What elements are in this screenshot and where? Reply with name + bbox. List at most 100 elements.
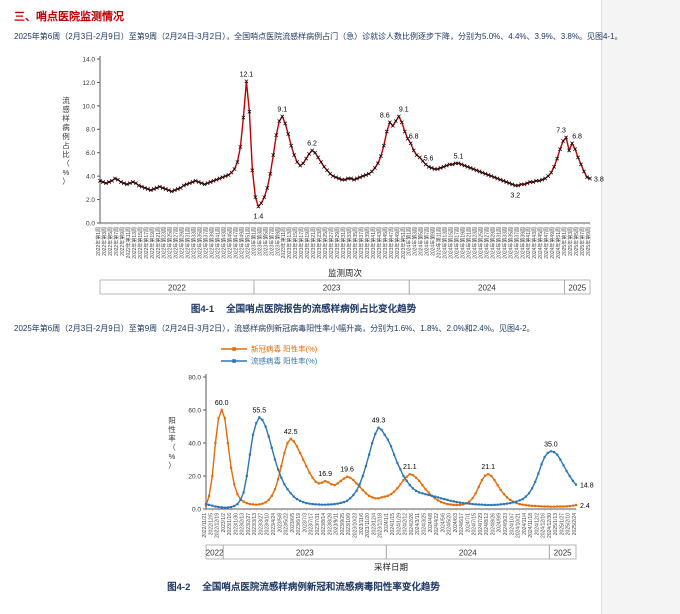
- x-tick-label: 2023/4/24: [271, 513, 277, 535]
- data-point-label: 3.8: [594, 177, 604, 184]
- data-point-label: 21.1: [403, 464, 417, 471]
- x-tick-label: 2024年第51周: [555, 227, 562, 259]
- data-point-label: 5.6: [424, 155, 434, 162]
- x-tick-label: 2024年第37周: [513, 227, 520, 259]
- x-tick-label: 2022年第47周: [232, 227, 239, 259]
- x-tick-label: 2024/1/15: [390, 513, 396, 535]
- x-tick-label: 2022年第37周: [203, 227, 210, 259]
- x-tick-label: 2024年第45周: [537, 227, 544, 259]
- y-tick-label: 8.0: [86, 127, 95, 134]
- data-point-label: 6.8: [409, 133, 419, 140]
- x-tick-label: 2022/11/21: [202, 513, 208, 538]
- x-tick-label: 2023年第7周: [268, 227, 275, 256]
- y-axis-title-char: %: [169, 452, 176, 461]
- data-point-label: 6.8: [572, 133, 582, 140]
- x-tick-label: 2023年第13周: [286, 227, 293, 259]
- x-tick-label: 2022年第43周: [221, 227, 228, 259]
- x-tick-label: 2023/2/13: [240, 513, 246, 535]
- figure-4-1-label: 图4-1: [190, 304, 215, 315]
- x-tick-label: 2022年第11周: [125, 227, 132, 258]
- x-tick-label: 2022年第13周: [131, 227, 138, 259]
- x-tick-label: 2023/5/8: [277, 513, 283, 533]
- ili-summary-paragraph: 2025年第6周（2月3日-2月9日）至第9周（2月24日-3月2日），全国哨点…: [14, 32, 623, 41]
- x-tick-label: 2023年第9周: [274, 227, 281, 256]
- covid-series-line-markers: [204, 408, 578, 508]
- data-point-label: 55.5: [252, 407, 266, 414]
- x-tick-label: 2023/12/18: [378, 513, 384, 538]
- x-tick-label: 2023/11/20: [365, 513, 371, 538]
- x-tick-label: 2022年第7周: [113, 227, 120, 256]
- right-gutter: [601, 0, 680, 614]
- x-tick-label: 2022年第39周: [209, 227, 216, 259]
- x-tick-label: 2022年第35周: [197, 227, 204, 259]
- x-tick-label: 2023/6/5: [290, 513, 296, 533]
- x-tick-label: 2024/6/3: [453, 513, 459, 533]
- figure-4-1-title: 全国哨点医院报告的流感样病例占比变化趋势: [226, 304, 417, 315]
- x-tick-label: 2025年第1周: [561, 227, 568, 256]
- x-tick-label: 2022年第5周: [107, 227, 114, 256]
- data-point-label: 42.5: [284, 429, 298, 436]
- x-tick-label: 2024/3/25: [422, 513, 428, 535]
- x-tick-label: 2024年第7周: [424, 227, 431, 256]
- x-tick-label: 2025/1/27: [560, 513, 566, 535]
- x-tick-label: 2022年第9周: [119, 227, 126, 256]
- data-point-label: 9.1: [277, 106, 287, 113]
- ili-trend-chart: 0.0 2.0 4.0 6.0 8.0 10.0 12.0 14.0 流感样病例占比（%） 202…: [36, 47, 604, 299]
- y-axis-title-char: 占: [62, 140, 70, 150]
- x-tick-label: 2023/7/3: [302, 513, 308, 533]
- x-tick-label: 2024/2/12: [403, 513, 409, 535]
- x-tick-label: 2024/5/20: [447, 513, 453, 535]
- x-tick-label: 2023年第49周: [394, 227, 401, 259]
- y-tick-label: 80.0: [188, 374, 201, 381]
- figure-4-2: 0.0 20.0 40.0 60.0 80.0 阳性率（%） 2022/11/21 2022/…: [14, 339, 594, 593]
- x-tick-label: 2023年第29周: [334, 227, 341, 259]
- year-band-label: 2025: [568, 284, 586, 293]
- ili-series-line: [99, 81, 591, 209]
- y-tick-label: 12.0: [82, 80, 95, 87]
- x-tick-label: 2023年第51周: [400, 227, 407, 259]
- x-tick-label: 2024/4/22: [434, 513, 440, 535]
- x-tick-label: 2023年第33周: [346, 227, 353, 259]
- covid-series-line: [205, 408, 577, 508]
- y-axis-title-char: %: [63, 168, 70, 177]
- x-tick-label: 2024/12/16: [541, 513, 547, 538]
- x-tick-label: 2025年第7周: [579, 227, 586, 256]
- x-tick-label: 2023/7/31: [315, 513, 321, 535]
- x-tick-label: 2023年第11周: [280, 227, 287, 258]
- year-band-label: 2023: [323, 284, 341, 293]
- report-page: 三、哨点医院监测情况 2025年第6周（2月3日-2月9日）至第9周（2月24日…: [14, 11, 623, 593]
- x-tick-label: 2022/12/5: [208, 513, 214, 535]
- x-tick-label: 2024/3/11: [415, 513, 421, 535]
- x-tick-label: 2022年第27周: [173, 227, 180, 259]
- x-tick-label: 2023/5/22: [284, 513, 290, 535]
- x-tick-label: 2022年第49周: [238, 227, 245, 259]
- x-tick-label: 2022年第1周: [95, 227, 102, 256]
- y-axis-title-char: 病: [62, 122, 70, 132]
- x-tick-label: 2024年第11周: [436, 227, 443, 258]
- x-tick-label: 2024年第1周: [406, 227, 413, 256]
- legend-label: 流感病毒 阳性率(%): [251, 356, 318, 366]
- y-axis-title-char: ）: [168, 461, 176, 470]
- x-tick-label: 2024/4/8: [428, 513, 434, 533]
- x-tick-label: 2023年第27周: [328, 227, 335, 259]
- x-tick-label: 2025年第9周: [585, 227, 592, 256]
- x-tick-label: 2024年第9周: [430, 227, 437, 256]
- x-tick-label: 2024年第19周: [460, 227, 467, 259]
- x-tick-label: 2023/2/27: [246, 513, 252, 535]
- x-tick-label: 2024年第27周: [483, 227, 490, 259]
- x-tick-label: 2024年第47周: [543, 227, 550, 259]
- x-tick-label: 2023年第39周: [364, 227, 371, 259]
- x-tick-label: 2023年第15周: [292, 227, 299, 259]
- x-tick-label: 2024年第35周: [507, 227, 514, 259]
- x-tick-label: 2024年第13周: [442, 227, 449, 259]
- x-tick-label: 2023/1/16: [227, 513, 233, 535]
- y-axis-title-char: 比: [62, 149, 70, 159]
- x-tick-label: 2024年第33周: [501, 227, 508, 259]
- x-tick-label: 2024/11/18: [528, 513, 534, 538]
- y-axis-title-char: 流: [62, 95, 70, 105]
- year-band-label: 2022: [206, 549, 224, 558]
- y-axis-title-char: 样: [62, 113, 70, 123]
- x-tick-label: 2023/9/25: [340, 513, 346, 535]
- x-tick-label: 2023/8/28: [327, 513, 333, 535]
